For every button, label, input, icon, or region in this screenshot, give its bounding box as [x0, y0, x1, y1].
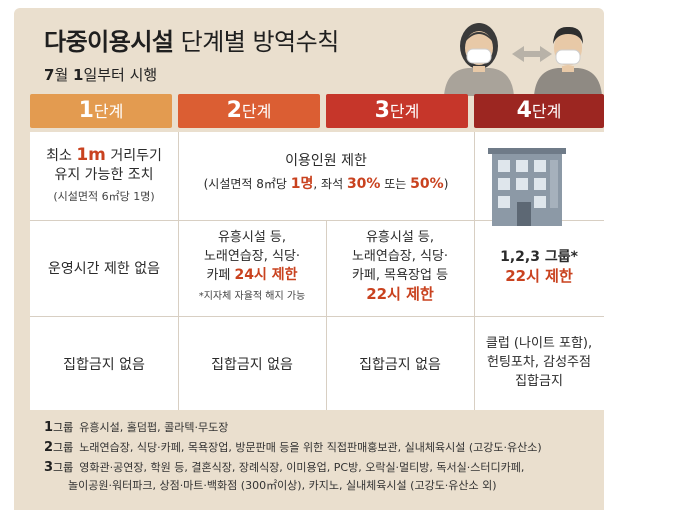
divider: [326, 220, 327, 410]
rules-table: 최소 1m 거리두기 유지 가능한 조치 (시설면적 6㎡당 1명) 이용인원 …: [30, 132, 604, 410]
stage-1-gathering-rule: 집합금지 없음: [63, 357, 145, 373]
stage-1-hours-rule: 운영시간 제한 없음: [48, 261, 160, 277]
stage-3-header: 3단계: [326, 94, 468, 128]
page-subtitle: 7월 1일부터 시행: [44, 66, 158, 84]
divider: [474, 132, 475, 410]
page-title: 다중이용시설 단계별 방역수칙: [44, 28, 339, 56]
building-icon: [488, 148, 566, 226]
legend-group-1: 1그룹 유흥시설, 홀덤펍, 콜라텍·무도장: [44, 420, 229, 435]
infographic-card: 다중이용시설 단계별 방역수칙 7월 1일부터 시행 1단계 2단계 3단계 4…: [14, 8, 604, 510]
stage-3-gathering-rule: 집합금지 없음: [359, 357, 441, 373]
stage-2-3-capacity-rule: 이용인원 제한 (시설면적 8㎡당 1명, 좌석 30% 또는 50%): [203, 153, 449, 192]
stage-3-hours-rule: 유흥시설 등, 노래연습장, 식당· 카페, 목욕장업 등 22시 제한: [351, 230, 449, 303]
stage-2-header: 2단계: [178, 94, 320, 128]
legend-group-3-continued: 놀이공원·워터파크, 상점·마트·백화점 (300㎡이상), 카지노, 실내체육…: [68, 479, 497, 492]
stage-1-distance-rule: 최소 1m 거리두기 유지 가능한 조치 (시설면적 6㎡당 1명): [46, 145, 162, 204]
divider: [178, 132, 179, 410]
stage-2-hours-rule: 유흥시설 등, 노래연습장, 식당· 카페 24시 제한 *지자체 자율적 해지…: [198, 230, 306, 302]
legend-group-2: 2그룹 노래연습장, 식당·카페, 목욕장업, 방문판매 등을 위한 직접판매홍보…: [44, 440, 542, 455]
masked-people-icon: [444, 23, 602, 96]
divider: [30, 316, 604, 317]
divider: [30, 220, 604, 221]
legend-group-3: 3그룹 영화관·공연장, 학원 등, 결혼식장, 장례식장, 이미용업, PC방,…: [44, 460, 525, 475]
stage-2-gathering-rule: 집합금지 없음: [211, 357, 293, 373]
stage-4-header: 4단계: [474, 94, 604, 128]
stage-1-header: 1단계: [30, 94, 172, 128]
stage-4-gathering-rule: 클럽 (나이트 포함), 헌팅포차, 감성주점 집합금지: [485, 336, 593, 389]
stage-4-hours-rule: 1,2,3 그룹* 22시 제한: [500, 249, 578, 285]
